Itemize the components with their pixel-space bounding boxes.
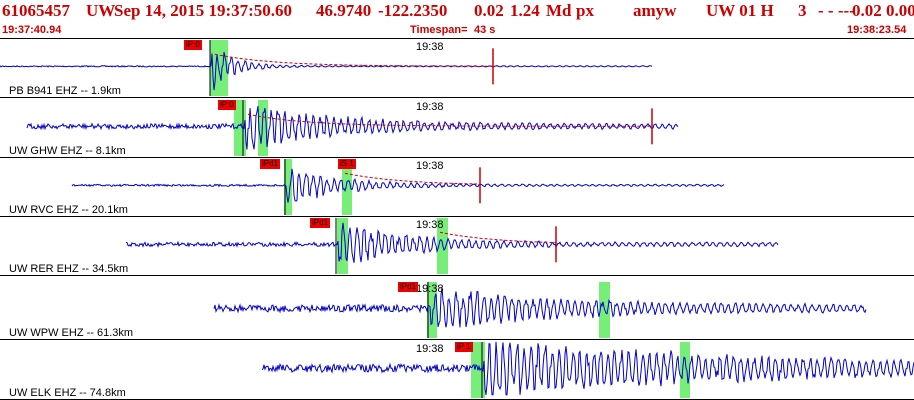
quality-code: 3 xyxy=(798,1,807,20)
station-label: UW ELK EHZ -- 74.8km xyxy=(9,387,126,399)
event-depth: 0.02 xyxy=(474,1,504,20)
event-header: 61065457 UW Sep 14, 2015 19:37:50.60 46.… xyxy=(0,0,914,22)
pick-window xyxy=(342,159,352,215)
station-label: UW RER EHZ -- 34.5km xyxy=(9,263,129,275)
time-tick-label: 19:38 xyxy=(416,41,444,53)
pick-tag[interactable]: iS 1 xyxy=(338,159,356,169)
pick-tag[interactable]: iPd1 xyxy=(310,218,331,228)
coda-fit-curve xyxy=(214,53,495,67)
waveform xyxy=(71,168,725,203)
pick-window xyxy=(337,218,348,274)
time-tick-label: 19:38 xyxy=(416,101,444,113)
pick-window xyxy=(680,342,690,398)
pick-tag[interactable]: iP:0 xyxy=(184,40,202,50)
event-id: 61065457 xyxy=(2,1,70,20)
waveform xyxy=(261,341,914,396)
pick-window xyxy=(258,100,268,156)
waveform xyxy=(26,105,679,150)
pick-window xyxy=(427,282,437,338)
time-tick-label: 19:38 xyxy=(416,160,444,172)
station-label: PB B941 EHZ -- 1.9km xyxy=(9,85,121,97)
pick-tag[interactable]: iP:0 xyxy=(218,100,236,110)
station-label: UW WPW EHZ -- 61.3km xyxy=(9,327,134,339)
station-label: UW RVC EHZ -- 20.1km xyxy=(9,204,128,216)
origin-source: amyw xyxy=(633,1,677,20)
time-tick-label: 19:38 xyxy=(416,283,444,295)
trace-panel[interactable] xyxy=(0,218,914,276)
magnitude-type: Md xyxy=(546,1,572,20)
waveform xyxy=(125,222,779,263)
coda-fit-curve xyxy=(439,231,557,244)
timespan-start: 19:37:40.94 xyxy=(2,24,62,36)
coda-fit-curve xyxy=(247,113,652,127)
trace-panel[interactable] xyxy=(0,282,914,340)
station-label: UW GHW EHZ -- 8.1km xyxy=(9,145,126,157)
pick-tag[interactable]: iPd1 xyxy=(398,282,419,292)
event-latitude: 46.9740 xyxy=(316,1,372,20)
waveform xyxy=(0,51,653,91)
pick-tag[interactable]: iPd1 xyxy=(260,159,281,169)
trace-panel[interactable] xyxy=(0,100,914,158)
waveform xyxy=(213,287,867,328)
coda-fit-curve xyxy=(344,172,478,185)
timespan-value: 43 s xyxy=(474,24,496,36)
event-magnitude: 1.24 xyxy=(510,1,540,20)
trace-panel[interactable] xyxy=(0,159,914,217)
timespan-end: 19:38:23.54 xyxy=(847,24,907,36)
event-type: px xyxy=(576,1,594,20)
time-bar: 19:37:40.94 Timespan= 43 s 19:38:23.54 xyxy=(0,22,914,38)
solution-code: UW 01 H xyxy=(706,1,774,20)
network-region: UW xyxy=(86,1,116,20)
pick-window xyxy=(284,159,292,215)
event-datetime: Sep 14, 2015 19:37:50.60 xyxy=(114,1,293,20)
tail-values: 0.02 0.00 xyxy=(852,1,914,20)
event-longitude: -122.2350 xyxy=(378,1,448,20)
time-tick-label: 19:38 xyxy=(416,219,444,231)
timespan-label: Timespan= xyxy=(410,24,468,36)
time-tick-label: 19:38 xyxy=(416,343,444,355)
flags: - - --- xyxy=(818,1,855,20)
trace-panel[interactable] xyxy=(0,40,914,98)
pick-tag[interactable]: iP 1 xyxy=(455,342,473,352)
